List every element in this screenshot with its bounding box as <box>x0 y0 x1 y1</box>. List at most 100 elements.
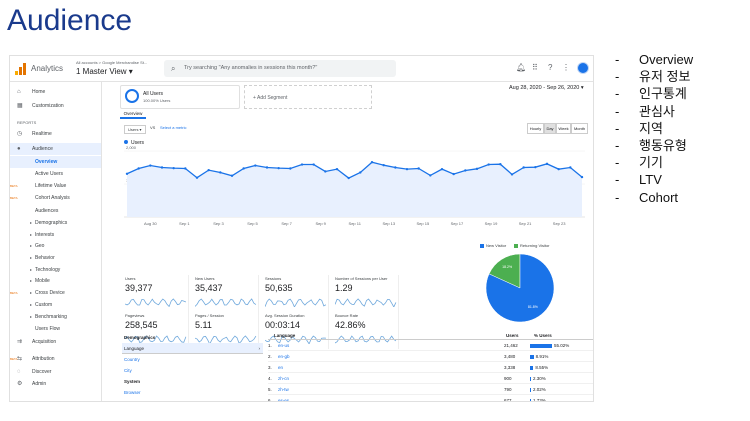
data-point[interactable] <box>184 167 187 170</box>
metric-card[interactable]: Users 39,377 <box>122 275 189 312</box>
metric-card[interactable]: Number of Sessions per User 1.29 <box>332 275 399 312</box>
data-point[interactable] <box>289 167 292 170</box>
data-point[interactable] <box>534 165 537 169</box>
data-point[interactable] <box>300 163 304 166</box>
language-link[interactable]: en <box>278 365 284 370</box>
apps-grid-icon[interactable]: ⠿ <box>532 63 538 72</box>
data-point[interactable] <box>464 169 467 172</box>
sidebar-item-behavior[interactable]: ▸ Behavior <box>10 252 101 264</box>
data-point[interactable] <box>394 166 397 169</box>
account-breadcrumb[interactable]: All accounts > Google Merchandise St... <box>76 60 148 65</box>
sidebar-item-custom[interactable]: ▸ Custom <box>10 299 101 311</box>
data-point[interactable] <box>475 167 479 171</box>
sidebar-item-mobile[interactable]: ▸ Mobile <box>10 275 101 287</box>
demographics-row[interactable]: Country <box>122 354 263 365</box>
data-point[interactable] <box>125 172 129 175</box>
sidebar-item-geo[interactable]: ▸ Geo <box>10 240 101 252</box>
sidebar-item-admin[interactable]: ⚙ Admin <box>10 378 101 390</box>
data-point[interactable] <box>219 171 222 174</box>
table-row[interactable]: 6. es-es 677 1.73% <box>268 395 593 401</box>
search-input[interactable]: ⌕ Try searching "Any anomalies in sessio… <box>164 60 396 77</box>
avatar[interactable] <box>577 62 589 74</box>
data-point[interactable] <box>312 163 315 166</box>
data-point[interactable] <box>499 163 502 166</box>
sidebar-item-overview[interactable]: Overview <box>10 156 101 168</box>
data-point[interactable] <box>324 170 327 173</box>
sidebar-item-attribution[interactable]: ⇆ Attribution BETA <box>10 353 101 365</box>
data-point[interactable] <box>254 164 257 167</box>
demographics-row[interactable]: Language › <box>122 343 263 354</box>
data-point[interactable] <box>417 167 420 170</box>
demographics-row[interactable]: Operating System <box>122 398 263 401</box>
data-point[interactable] <box>207 168 210 172</box>
data-point[interactable] <box>149 164 152 167</box>
gran-hourly[interactable]: Hourly <box>527 123 544 134</box>
data-point[interactable] <box>405 167 409 171</box>
help-icon[interactable]: ? <box>548 63 553 72</box>
sidebar-item-active-users[interactable]: Active Users <box>10 168 101 180</box>
data-point[interactable] <box>265 166 269 169</box>
data-point[interactable] <box>510 173 514 176</box>
language-link[interactable]: zh-cn <box>278 376 290 381</box>
data-point[interactable] <box>440 167 444 171</box>
data-point[interactable] <box>452 172 455 176</box>
col-language[interactable]: Language <box>274 333 296 338</box>
table-row[interactable]: 5. zh-tw 790 2.02% <box>268 384 593 395</box>
table-row[interactable]: 2. en-gb 3,480 8.91% <box>268 351 593 362</box>
segment-all-users[interactable]: All Users 100.00% Users <box>120 85 240 109</box>
sidebar-item-realtime[interactable]: ◷ Realtime <box>10 128 101 140</box>
demographics-row[interactable]: City <box>122 365 263 376</box>
sidebar-item-demographics[interactable]: ▸ Demographics <box>10 217 101 229</box>
more-icon[interactable]: ⋮ <box>562 63 570 72</box>
data-point[interactable] <box>277 166 280 170</box>
metric-card[interactable]: New Users 35,437 <box>192 275 259 312</box>
col-pct-users[interactable]: % Users <box>534 333 552 338</box>
data-point[interactable] <box>335 167 339 171</box>
data-point[interactable] <box>429 174 432 177</box>
data-point[interactable] <box>230 174 234 177</box>
table-row[interactable]: 3. en 3,338 8.55% <box>268 362 593 373</box>
sidebar-item-discover[interactable]: ◌ Discover <box>10 366 101 378</box>
data-point[interactable] <box>382 163 385 167</box>
sidebar-item-lifetime-value[interactable]: Lifetime Value BETA <box>10 180 101 192</box>
data-point[interactable] <box>522 166 525 169</box>
metric-select[interactable]: Users ▾ <box>124 125 146 134</box>
data-point[interactable] <box>242 167 245 170</box>
sidebar-item-acquisition[interactable]: ⇉ Acquisition <box>10 336 101 348</box>
data-point[interactable] <box>487 163 490 166</box>
pie-slice[interactable] <box>488 253 521 289</box>
metric-card[interactable]: Sessions 50,635 <box>262 275 329 312</box>
demographics-row[interactable]: Browser <box>122 387 263 398</box>
sidebar-item-audience[interactable]: ● Audience <box>10 143 101 155</box>
data-point[interactable] <box>172 166 175 170</box>
sidebar-item-home[interactable]: ⌂ Home <box>10 86 101 98</box>
language-link[interactable]: zh-tw <box>278 387 289 392</box>
metric-card[interactable]: Pages / Session 5.11 <box>192 312 259 349</box>
metric-card[interactable]: Pageviews 258,545 <box>122 312 189 349</box>
sidebar-item-customization[interactable]: ▦ Customization <box>10 100 101 112</box>
sidebar-item-technology[interactable]: ▸ Technology <box>10 264 101 276</box>
pie-slice[interactable] <box>485 253 555 323</box>
data-point[interactable] <box>347 176 350 180</box>
date-range-picker[interactable]: Aug 28, 2020 - Sep 26, 2020 ▾ <box>509 85 584 91</box>
language-link[interactable]: en-us <box>278 343 290 348</box>
select-metric-link[interactable]: Select a metric <box>160 125 187 130</box>
data-point[interactable] <box>569 166 572 169</box>
data-point[interactable] <box>195 176 199 179</box>
table-row[interactable]: 4. zh-cn 900 2.30% <box>268 373 593 384</box>
data-point[interactable] <box>545 162 549 166</box>
sidebar-item-cross-device[interactable]: ▸ Cross Device BETA <box>10 287 101 299</box>
table-row[interactable]: 1. en-us 21,462 55.02% <box>268 340 593 351</box>
sidebar-item-cohort-analysis[interactable]: Cohort Analysis BETA <box>10 192 101 204</box>
data-point[interactable] <box>137 167 140 170</box>
sidebar-item-audiences[interactable]: Audiences <box>10 205 101 217</box>
gran-day[interactable]: Day <box>544 123 556 134</box>
tab-overview[interactable]: Overview <box>120 110 146 119</box>
sidebar-item-benchmarking[interactable]: ▸ Benchmarking <box>10 311 101 323</box>
gran-month[interactable]: Month <box>571 123 588 134</box>
data-point[interactable] <box>580 175 584 179</box>
gran-week[interactable]: Week <box>556 123 571 134</box>
sidebar-item-interests[interactable]: ▸ Interests <box>10 229 101 241</box>
data-point[interactable] <box>160 166 164 169</box>
data-point[interactable] <box>359 171 362 174</box>
